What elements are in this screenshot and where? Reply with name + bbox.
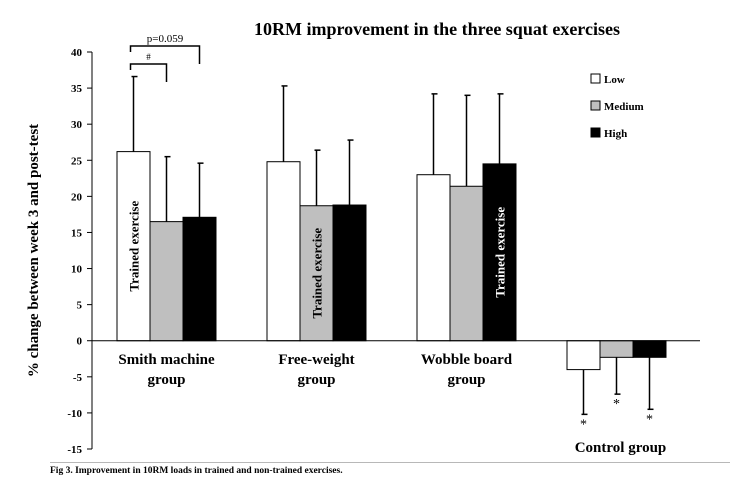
bar-low	[266, 161, 301, 342]
trained-exercise-label: Trained exercise	[127, 201, 142, 292]
y-tick-label: 15	[71, 227, 83, 239]
y-axis-label: % change between week 3 and post-test	[26, 124, 42, 377]
y-tick-label: 0	[77, 336, 83, 348]
y-tick-label: -5	[73, 372, 83, 384]
trained-exercise-label: Trained exercise	[493, 207, 508, 298]
significance-label: #	[146, 52, 151, 62]
bar-medium	[449, 185, 484, 342]
trained-exercise-label: Trained exercise	[310, 228, 325, 319]
legend-swatch-high	[590, 127, 601, 138]
y-tick-label: 40	[71, 47, 83, 59]
significance-bracket	[129, 45, 201, 64]
significance-asterisk: *	[580, 417, 587, 432]
y-tick-label: -10	[67, 408, 82, 420]
category-label: group	[297, 372, 335, 388]
y-tick-label: 10	[71, 264, 83, 276]
legend-swatch-low	[590, 73, 601, 84]
category-label: Smith machine	[118, 352, 215, 368]
bar-high	[632, 340, 667, 358]
y-tick-label: -15	[67, 444, 82, 456]
legend-label: High	[604, 128, 627, 140]
figure-caption: Fig 3. Improvement in 10RM loads in trai…	[50, 462, 730, 476]
legend-swatch-medium	[590, 100, 601, 111]
category-label: Control group	[575, 440, 667, 456]
significance-label: p=0.059	[147, 33, 184, 45]
legend-label: Low	[604, 74, 625, 86]
bar-medium	[299, 205, 334, 342]
significance-asterisk: *	[613, 397, 620, 412]
y-tick-label: 35	[71, 83, 83, 95]
y-tick-label: 5	[77, 300, 83, 312]
legend-label: Medium	[604, 101, 644, 113]
y-tick-label: 20	[71, 191, 83, 203]
bar-high	[182, 216, 217, 342]
chart-title: 10RM improvement in the three squat exer…	[254, 19, 620, 39]
category-label: Free-weight	[278, 352, 354, 368]
category-label: group	[147, 372, 185, 388]
bar-medium	[149, 221, 184, 342]
y-tick-label: 30	[71, 119, 83, 131]
significance-bracket	[129, 63, 168, 82]
bar-low	[416, 174, 451, 342]
significance-asterisk: *	[646, 412, 653, 427]
y-tick-label: 25	[71, 155, 83, 167]
bar-low	[566, 340, 601, 371]
category-label: Wobble board	[421, 352, 513, 368]
category-label: group	[447, 372, 485, 388]
bar-high	[332, 204, 367, 342]
bar-medium	[599, 340, 634, 358]
